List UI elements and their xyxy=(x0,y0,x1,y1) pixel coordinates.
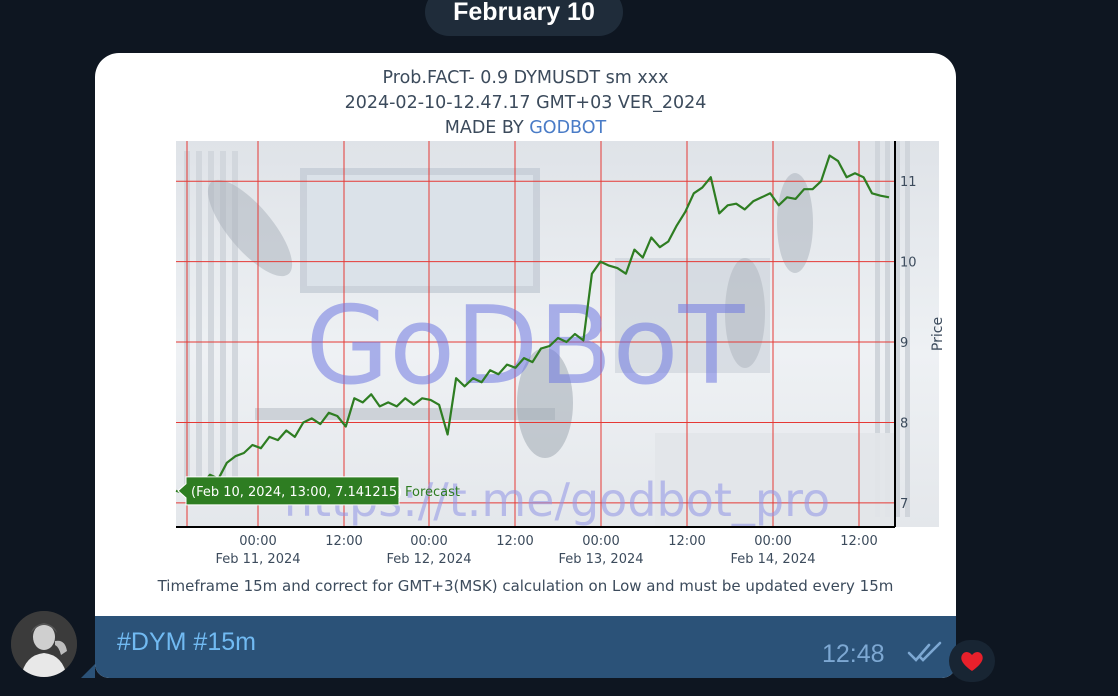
message-time: 12:48 xyxy=(822,640,885,668)
x-tick-date-label: Feb 11, 2024 xyxy=(215,552,300,567)
x-tick-label: 12:00 xyxy=(325,534,362,549)
flying-figure xyxy=(207,179,293,277)
curtain-fold xyxy=(232,151,238,497)
curtain-fold xyxy=(905,141,910,517)
side-monitor xyxy=(615,258,770,373)
chart-title-line1: Prob.FACT- 0.9 DYMUSDT sm xxx xyxy=(382,68,669,88)
date-separator: February 10 xyxy=(425,0,623,36)
chart-axes: 7 8 9 10 11 Price 00:00 Feb 11, 2024 12:00 00:00 F… xyxy=(176,141,946,567)
chart-footer-note: Timeframe 15m and correct for GMT+3(MSK)… xyxy=(157,577,894,595)
x-tick-label: 12:00 xyxy=(668,534,705,549)
x-tick-date-label: Feb 12, 2024 xyxy=(386,552,471,567)
desk xyxy=(255,408,555,420)
x-tick-label: 12:00 xyxy=(840,534,877,549)
y-axis-title: Price xyxy=(930,317,946,351)
series-line-forecast xyxy=(175,154,890,495)
sofa xyxy=(655,433,895,527)
chart-message[interactable]: Prob.FACT- 0.9 DYMUSDT sm xxx 2024-02-10… xyxy=(95,53,956,678)
bubble-tail xyxy=(81,664,95,678)
made-by-prefix: MADE BY xyxy=(444,118,524,138)
x-tick-label: 00:00 xyxy=(582,534,619,549)
curtain-fold xyxy=(885,141,890,517)
y-tick-label: 7 xyxy=(900,497,908,512)
x-tick-label: 12:00 xyxy=(496,534,533,549)
hashtag-dym-link[interactable]: #DYM xyxy=(117,628,187,656)
hover-tooltip-box xyxy=(177,476,400,506)
seated-figure xyxy=(517,348,573,458)
standing-figure xyxy=(777,173,813,273)
caption-bar: #DYM #15m 12:48 xyxy=(95,616,956,678)
y-tick-label: 8 xyxy=(900,416,908,431)
hover-tooltip-value: (Feb 10, 2024, 13:00, 7.141215) xyxy=(191,485,402,500)
hashtag-15m-link[interactable]: #15m xyxy=(193,628,256,656)
chart-series-layer xyxy=(175,154,890,495)
x-tick-label: 00:00 xyxy=(239,534,276,549)
curtain-fold xyxy=(220,151,226,497)
chart-hover-label: (Feb 10, 2024, 13:00, 7.141215) Forecast xyxy=(177,476,460,506)
x-tick-date-label: Feb 14, 2024 xyxy=(730,552,815,567)
curtain-fold xyxy=(196,151,202,497)
x-tick-date-label: Feb 13, 2024 xyxy=(558,552,643,567)
hashtag-line: #DYM #15m xyxy=(117,628,256,657)
monitor-inner xyxy=(307,175,533,286)
x-tick-label: 00:00 xyxy=(754,534,791,549)
made-by-name: GODBOT xyxy=(529,118,607,138)
sender-avatar[interactable] xyxy=(11,611,77,677)
curtain-fold xyxy=(895,141,900,517)
hover-tooltip-series: Forecast xyxy=(405,485,460,500)
curtain-fold xyxy=(208,151,214,497)
chart-title-line3: MADE BY GODBOT xyxy=(95,118,956,138)
chart-title-line2: 2024-02-10-12.47.17 GMT+03 VER_2024 xyxy=(344,93,707,113)
heart-icon xyxy=(961,652,983,671)
standing-figure xyxy=(725,258,765,368)
watermark-logo: GoDBoT xyxy=(305,284,745,409)
heart-reaction-button[interactable] xyxy=(949,640,995,682)
user-avatar-icon xyxy=(11,611,77,677)
curtain-fold xyxy=(875,141,880,517)
y-tick-label: 10 xyxy=(900,256,917,271)
chart-background-image xyxy=(176,141,939,527)
x-tick-label: 00:00 xyxy=(410,534,447,549)
y-tick-label: 9 xyxy=(900,336,908,351)
double-check-icon xyxy=(907,641,942,662)
y-tick-label: 11 xyxy=(900,175,917,190)
